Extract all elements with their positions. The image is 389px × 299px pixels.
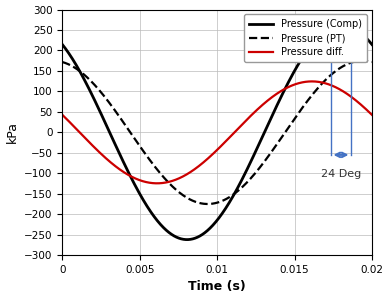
Pressure (Comp) — [370, 43, 374, 46]
Pressure (Comp) — [185, 238, 189, 241]
Line: Pressure (PT): Pressure (PT) — [62, 61, 372, 204]
X-axis label: Time (s): Time (s) — [188, 280, 246, 293]
Pressure (Comp) — [76, 67, 81, 70]
Pressure (PT) — [60, 60, 65, 64]
Pressure (PT) — [304, 101, 308, 104]
Pressure (Comp) — [340, 23, 344, 27]
Pressure (Comp) — [361, 33, 365, 37]
Pressure (PT) — [361, 59, 365, 62]
Pressure (PT) — [76, 68, 81, 72]
Pressure diff. — [203, 159, 207, 163]
Pressure diff. — [60, 113, 65, 117]
Text: 24 Deg: 24 Deg — [321, 169, 361, 179]
Pressure diff. — [211, 152, 216, 155]
Pressure diff. — [304, 80, 308, 83]
Pressure diff. — [361, 105, 366, 109]
Pressure (Comp) — [60, 43, 65, 46]
Pressure (PT) — [360, 59, 365, 62]
Pressure diff. — [361, 105, 365, 108]
Y-axis label: kPa: kPa — [5, 121, 19, 143]
Pressure diff. — [310, 80, 314, 83]
Pressure (PT) — [361, 59, 366, 62]
Line: Pressure (Comp): Pressure (Comp) — [62, 25, 372, 239]
Pressure (Comp) — [203, 231, 207, 234]
Line: Pressure diff.: Pressure diff. — [62, 81, 372, 183]
Legend: Pressure (Comp), Pressure (PT), Pressure diff.: Pressure (Comp), Pressure (PT), Pressure… — [244, 14, 367, 62]
Pressure diff. — [370, 113, 374, 117]
Pressure (Comp) — [211, 223, 216, 227]
Pressure (PT) — [205, 202, 210, 206]
Pressure (PT) — [211, 202, 216, 205]
Pressure (Comp) — [304, 50, 308, 54]
Pressure (Comp) — [361, 33, 366, 37]
Pressure (PT) — [370, 60, 374, 64]
Pressure (PT) — [202, 202, 207, 206]
Pressure diff. — [76, 129, 81, 132]
Pressure diff. — [155, 181, 159, 185]
